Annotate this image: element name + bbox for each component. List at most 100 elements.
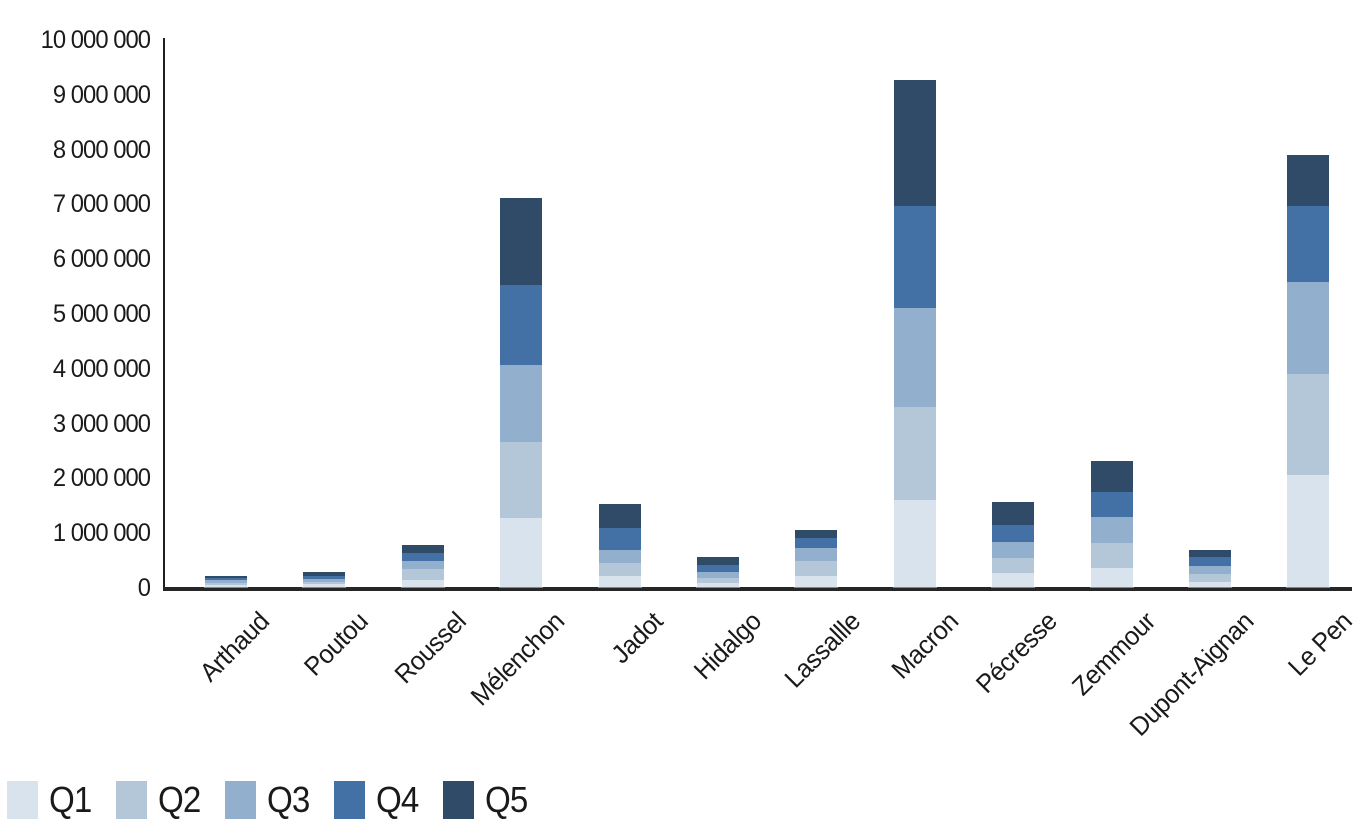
legend-label: Q5 xyxy=(485,779,528,820)
legend-swatch-q1 xyxy=(7,781,38,819)
legend-item-q1: Q1 xyxy=(7,781,95,819)
x-axis-label: Hidalgo xyxy=(687,606,768,686)
bar-segment-q2 xyxy=(1091,543,1133,568)
legend-swatch-q5 xyxy=(443,781,475,819)
bar-segment-q3 xyxy=(1287,282,1329,375)
legend-label: Q2 xyxy=(158,779,201,820)
bar-segment-q1 xyxy=(697,583,739,587)
bar-segment-q3 xyxy=(1091,517,1133,544)
bar-segment-q4 xyxy=(205,577,247,581)
bar-segment-q2 xyxy=(402,569,444,580)
y-axis-tick-label: 2 000 000 xyxy=(52,464,151,493)
bar-segment-q3 xyxy=(795,548,837,562)
bar-jadot xyxy=(599,504,641,587)
legend-swatch-q2 xyxy=(116,781,148,819)
legend-swatch-q3 xyxy=(225,781,257,819)
bar-segment-q1 xyxy=(894,499,936,587)
bar-segment-q2 xyxy=(894,407,936,500)
bar-arthaud xyxy=(205,575,247,587)
y-axis-tick-label: 0 xyxy=(137,574,151,602)
x-axis-line xyxy=(163,587,1352,591)
bar-segment-q3 xyxy=(303,578,345,582)
legend-item-q4: Q4 xyxy=(334,781,422,819)
bar-segment-q5 xyxy=(1287,155,1329,207)
bar-segment-q5 xyxy=(1091,460,1133,492)
legend-label: Q3 xyxy=(267,779,310,820)
bar-segment-q3 xyxy=(992,541,1034,558)
y-axis-line xyxy=(163,38,165,590)
bar-segment-q4 xyxy=(500,285,542,365)
bar-segment-q4 xyxy=(1091,491,1133,518)
bar-segment-q3 xyxy=(894,307,936,408)
x-axis-label: Roussel xyxy=(388,606,473,690)
y-axis-tick-label: 3 000 000 xyxy=(52,409,151,438)
bar-segment-q2 xyxy=(795,561,837,576)
y-axis-tick-label: 8 000 000 xyxy=(52,135,151,164)
x-axis-label: Mélenchon xyxy=(465,606,571,712)
bar-segment-q2 xyxy=(303,581,345,585)
bar-segment-q3 xyxy=(402,561,444,570)
bar-segment-q4 xyxy=(402,553,444,561)
legend-item-q3: Q3 xyxy=(225,781,313,819)
bar-zemmour xyxy=(1091,460,1133,587)
x-axis-label: Macron xyxy=(885,606,965,685)
bar-dupont-aignan xyxy=(1189,550,1231,587)
x-axis-label: Lassallle xyxy=(778,606,866,694)
legend-item-q2: Q2 xyxy=(116,781,204,819)
bar-segment-q5 xyxy=(992,502,1034,525)
x-axis-label: Arthaud xyxy=(193,606,276,688)
x-axis-label: Jadot xyxy=(605,606,669,670)
bar-segment-q4 xyxy=(303,575,345,579)
bar-segment-q2 xyxy=(599,563,641,577)
bar-segment-q4 xyxy=(697,564,739,573)
x-axis-label: Le Pen xyxy=(1281,606,1358,682)
bar-roussel xyxy=(402,545,444,587)
y-axis-tick-label: 10 000 000 xyxy=(40,26,151,54)
bar-segment-q5 xyxy=(795,529,837,538)
x-axis-label: Zemmour xyxy=(1065,606,1161,702)
bar-segment-q1 xyxy=(992,573,1034,587)
bar-segment-q2 xyxy=(500,442,542,518)
x-axis-label: Poutou xyxy=(297,606,374,682)
bar-segment-q4 xyxy=(795,537,837,549)
bar-le-pen xyxy=(1287,155,1329,587)
bar-segment-q1 xyxy=(795,575,837,587)
legend-item-q5: Q5 xyxy=(443,781,531,819)
bar-segment-q4 xyxy=(894,206,936,308)
legend: Q1 Q2 Q3 Q4 Q5 xyxy=(7,781,552,819)
bar-segment-q3 xyxy=(1189,565,1231,574)
y-axis-tick-label: 9 000 000 xyxy=(52,80,151,109)
bar-segment-q5 xyxy=(894,80,936,207)
bar-segment-q1 xyxy=(205,584,247,587)
bar-segment-q5 xyxy=(303,572,345,576)
legend-label: Q1 xyxy=(49,779,92,820)
bar-segment-q1 xyxy=(303,584,345,587)
y-axis-tick-label: 6 000 000 xyxy=(52,245,151,274)
bar-segment-q4 xyxy=(1287,206,1329,283)
bar-poutou xyxy=(303,572,345,587)
y-axis-tick-label: 5 000 000 xyxy=(52,300,151,328)
bar-segment-q2 xyxy=(992,557,1034,574)
bar-segment-q1 xyxy=(1287,474,1329,587)
y-axis-tick-label: 4 000 000 xyxy=(52,354,151,383)
bar-segment-q3 xyxy=(500,364,542,443)
bar-segment-q5 xyxy=(205,575,247,578)
bar-segment-q5 xyxy=(697,557,739,565)
bar-segment-q1 xyxy=(500,517,542,587)
bar-p-cresse xyxy=(992,502,1034,587)
x-axis-label: Pécresse xyxy=(969,606,1063,699)
bar-segment-q1 xyxy=(1189,581,1231,587)
y-axis-tick-label: 1 000 000 xyxy=(52,519,151,548)
bar-segment-q1 xyxy=(402,579,444,587)
bar-macron xyxy=(894,80,936,587)
legend-swatch-q4 xyxy=(334,781,366,819)
legend-label: Q4 xyxy=(376,779,419,820)
bar-segment-q5 xyxy=(1189,550,1231,558)
bar-segment-q3 xyxy=(599,549,641,564)
bar-segment-q3 xyxy=(697,572,739,579)
bar-segment-q1 xyxy=(599,576,641,587)
bar-segment-q3 xyxy=(205,580,247,583)
bar-segment-q4 xyxy=(992,524,1034,542)
bar-segment-q1 xyxy=(1091,567,1133,587)
